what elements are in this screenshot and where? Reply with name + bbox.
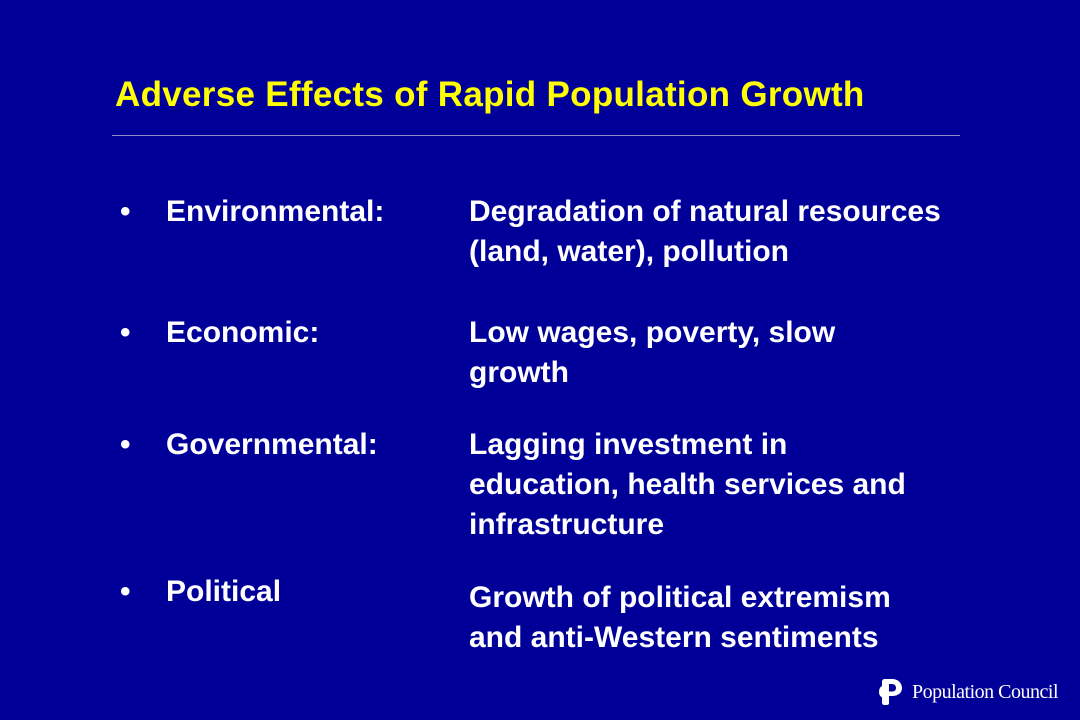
effect-line: Lagging investment in	[469, 428, 788, 461]
population-council-logo: Population Council	[878, 678, 1059, 706]
category-label-political: Political	[166, 575, 282, 608]
title-divider	[112, 135, 960, 136]
effect-text-governmental: Lagging investment in education, health …	[469, 425, 1049, 545]
bullet-marker: •	[120, 316, 131, 349]
bullet-marker: •	[120, 575, 131, 608]
effect-line: and anti-Western sentiments	[469, 621, 879, 654]
category-label-governmental: Governmental:	[166, 428, 378, 461]
effect-line: Low wages, poverty, slow	[469, 316, 836, 349]
category-label-economic: Economic:	[166, 316, 320, 349]
effect-line: education, health services and	[469, 468, 906, 501]
effect-text-political: Growth of political extremism and anti-W…	[469, 578, 1049, 658]
effect-line: infrastructure	[469, 508, 665, 541]
bullet-marker: •	[120, 428, 131, 461]
slide-title: Adverse Effects of Rapid Population Grow…	[115, 75, 865, 114]
effect-line: Growth of political extremism	[469, 581, 891, 614]
effect-line: Degradation of natural resources	[469, 195, 941, 228]
effect-text-environmental: Degradation of natural resources (land, …	[469, 192, 1049, 272]
population-council-logo-icon	[879, 679, 902, 705]
effect-text-economic: Low wages, poverty, slow growth	[469, 313, 1049, 393]
effect-line: (land, water), pollution	[469, 235, 789, 268]
logo-wordmark: Population Council	[912, 680, 1059, 703]
category-label-environmental: Environmental:	[166, 195, 385, 228]
bullet-marker: •	[120, 195, 131, 228]
effect-line: growth	[469, 356, 569, 389]
